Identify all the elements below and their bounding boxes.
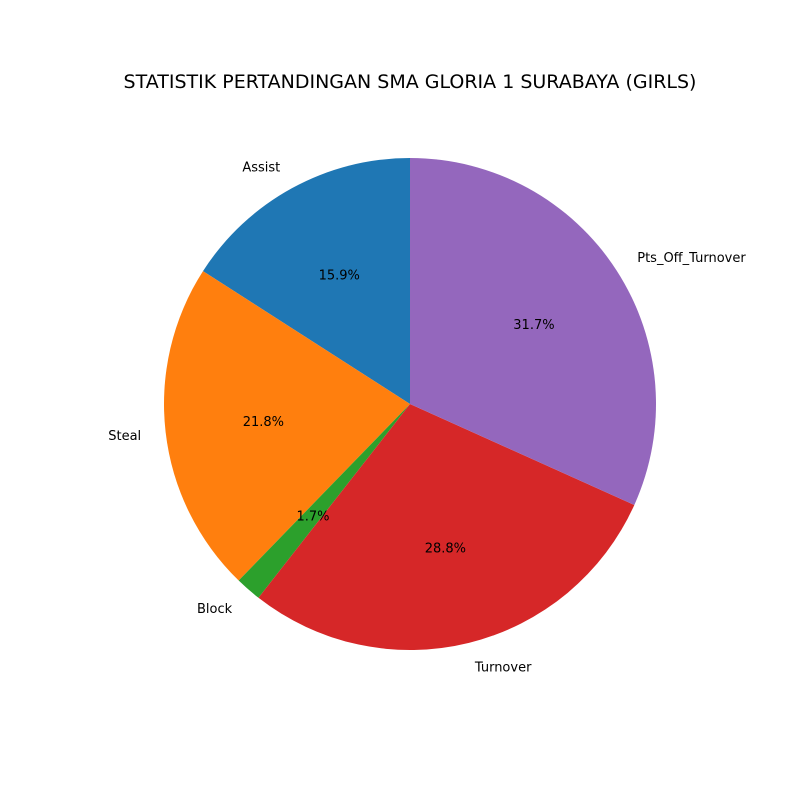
pie-slice-steal (163, 271, 410, 581)
percent-label-steal: 21.8% (243, 415, 284, 430)
slice-label-pts-off-turnover: Pts_Off_Turnover (637, 251, 746, 266)
pie-slices (163, 158, 656, 650)
slice-label-block: Block (197, 602, 233, 617)
percent-label-pts-off-turnover: 31.7% (513, 318, 554, 333)
slice-label-assist: Assist (242, 161, 280, 176)
pie-slice-pts-off-turnover (410, 158, 656, 505)
percent-label-assist: 15.9% (319, 268, 360, 283)
pie-slice-block (238, 404, 410, 598)
slice-label-turnover: Turnover (474, 661, 532, 676)
pie-slice-turnover (258, 404, 635, 650)
chart-title: STATISTIK PERTANDINGAN SMA GLORIA 1 SURA… (124, 71, 697, 93)
percent-label-block: 1.7% (296, 509, 329, 524)
pie-slice-assist (202, 158, 410, 404)
slice-label-steal: Steal (108, 429, 141, 444)
pie-labels: Assist 15.9% Steal 21.8% Block 1.7% Turnover 28… (108, 161, 746, 676)
percent-label-turnover: 28.8% (425, 541, 466, 556)
